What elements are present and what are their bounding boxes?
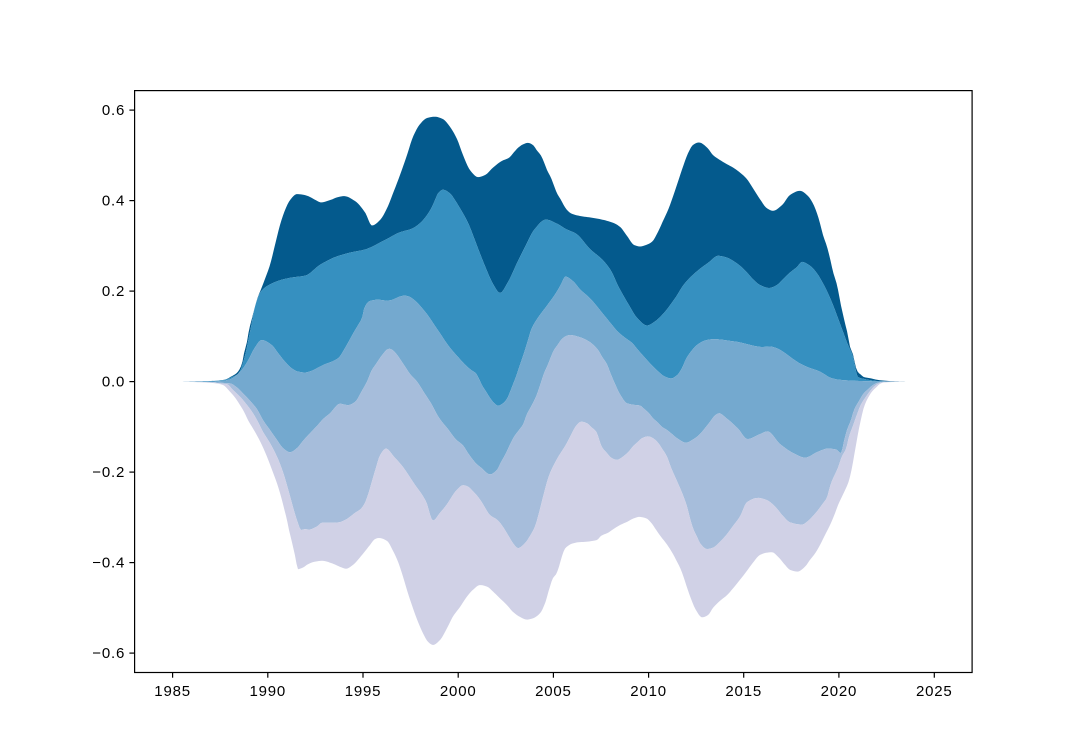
svg-text:−0.6: −0.6 (92, 645, 125, 662)
svg-text:1995: 1995 (345, 683, 382, 700)
svg-text:2010: 2010 (630, 683, 667, 700)
svg-text:0.0: 0.0 (102, 374, 125, 391)
svg-text:2000: 2000 (440, 683, 477, 700)
svg-text:0.6: 0.6 (102, 102, 125, 119)
svg-text:2005: 2005 (535, 683, 572, 700)
svg-text:0.4: 0.4 (102, 193, 125, 210)
svg-text:1985: 1985 (154, 683, 191, 700)
svg-text:1990: 1990 (250, 683, 287, 700)
svg-text:2025: 2025 (916, 683, 953, 700)
svg-text:0.2: 0.2 (102, 283, 125, 300)
svg-text:−0.2: −0.2 (92, 464, 125, 481)
svg-text:2015: 2015 (725, 683, 762, 700)
svg-text:−0.4: −0.4 (92, 555, 125, 572)
svg-text:2020: 2020 (821, 683, 858, 700)
